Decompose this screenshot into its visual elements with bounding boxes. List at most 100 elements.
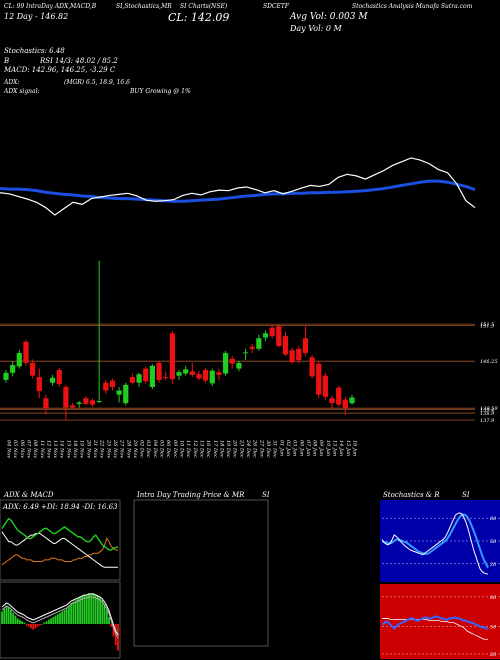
macd-bar [63, 610, 66, 624]
macd-bar [74, 600, 77, 624]
macd-bar [70, 603, 73, 624]
date-tick-label: 25 Nov [105, 439, 111, 458]
candle-body [349, 397, 355, 404]
candle-body [129, 377, 136, 383]
candle-body [342, 399, 348, 409]
intraday-panel: Intra Day Trading Price & MR SI [133, 491, 270, 647]
macd-bar [97, 596, 99, 624]
candle-body [203, 370, 209, 381]
macd-bar [30, 624, 32, 629]
header-title-5: Stochastics Analysis Munafa Sutra.com [352, 3, 473, 10]
candle-body [222, 353, 229, 374]
date-tick-label: 26 Nov [112, 439, 118, 458]
header-title-2: SI,Stochastics,MR [116, 3, 172, 10]
rsi-line [381, 615, 489, 630]
date-tick-label: 13 Nov [52, 440, 58, 458]
candle-body [242, 352, 249, 354]
date-tick-label: 02 Dec [139, 440, 145, 458]
candle-body [3, 372, 9, 380]
macd-bar [36, 624, 39, 627]
date-tick-label: 15 Jan [345, 440, 351, 456]
date-tick-label: 08 Nov [32, 440, 38, 458]
intraday-si: SI [262, 491, 270, 499]
date-tick-label: 06 Jan [298, 440, 304, 456]
candle-body [136, 374, 142, 383]
candle-body [16, 353, 22, 367]
macd-bar [1, 611, 3, 624]
date-tick-label: 11 Nov [39, 440, 45, 458]
macd-bar [23, 622, 26, 624]
price-tick-label: 151.5 [480, 322, 494, 328]
macd-bar [7, 607, 10, 624]
macd-bar [18, 619, 21, 624]
candle-body [23, 341, 29, 363]
stoch-tick-label: 50 [490, 539, 497, 545]
date-tick-label: 29 Nov [132, 439, 138, 458]
stoch-si: SI [462, 491, 470, 499]
stoch-tick-label: 20 [489, 562, 497, 568]
date-tick-label: 15 Nov [65, 440, 71, 458]
macd-bar [65, 608, 68, 624]
adx-lines [1, 517, 119, 568]
macd-bar [3, 608, 6, 624]
candle-body [276, 326, 282, 346]
adx-box-readout: ADX: 6.49 +DI: 18.94 -DI: 16.63 [2, 503, 118, 511]
date-tick-label: 30 Dec [265, 440, 271, 458]
macd-bar [43, 622, 46, 624]
adx-macd-panel: ADX & MACD ADX: 6.49 +DI: 18.94 -DI: 16.… [0, 491, 121, 659]
rsi-tick-label: 20 [489, 652, 497, 658]
macd-bar [45, 621, 48, 624]
intraday-title: Intra Day Trading Price & MR [136, 491, 245, 499]
adx-line [1, 531, 119, 568]
date-tick-label: 16 Jan [352, 440, 358, 456]
macd-bar [79, 597, 81, 624]
date-tick-label: 26 Dec [252, 439, 258, 458]
macd-bar [112, 624, 115, 637]
candle-body [216, 372, 222, 375]
candle-body [302, 338, 309, 354]
macd-bar [103, 604, 106, 624]
candle-body [69, 405, 76, 408]
header: CL: 99 IntraDay ADX,MACD,B SI,Stochastic… [3, 3, 473, 95]
candle-body [336, 387, 342, 405]
candle-body [183, 369, 189, 374]
stoch-rsi-panel: Stochastics & R SI 80 50 20 80 50 20 [380, 491, 500, 659]
date-tick-label: 03 Jan [292, 440, 298, 456]
date-tick-label: 18 Nov [72, 440, 78, 458]
candle-body [123, 384, 129, 404]
date-tick-label: 07 Nov [25, 440, 31, 458]
macd-bar [72, 601, 75, 624]
header-12day: 12 Day - 146.82 [4, 12, 68, 21]
candle-body [56, 370, 62, 385]
candle-body [36, 377, 42, 392]
candle-body [96, 401, 102, 403]
price-gridlines [0, 323, 475, 421]
date-tick-label: 04 Nov [6, 440, 12, 458]
macd-bar [83, 594, 86, 624]
candle-body [63, 386, 69, 408]
date-tick-label: 13 Jan [332, 440, 338, 456]
rsi-bullet: B [3, 57, 9, 65]
date-tick-label: 04 Dec [152, 440, 158, 458]
candle-body [309, 357, 315, 377]
candle-body [109, 380, 116, 387]
date-tick-label: 22 Nov [99, 439, 105, 458]
date-tick-label: 18 Dec [218, 440, 224, 458]
rsi-lines: 80 50 20 [381, 595, 500, 658]
candle-body [249, 346, 255, 349]
header-title-3: SI Charts(NSE) [180, 3, 228, 10]
mrsi-line [382, 618, 488, 640]
date-tick-label: 12 Nov [45, 440, 51, 458]
candle-body [30, 362, 36, 376]
macd-bar [81, 596, 84, 624]
date-tick-label: 20 Dec [232, 439, 238, 458]
candle-body [116, 390, 122, 395]
macd-bar [5, 605, 8, 624]
candle-body [143, 368, 149, 382]
macd-bar [50, 618, 52, 624]
rsi-box [380, 584, 500, 659]
pdi-line [1, 517, 119, 551]
intraday-box [133, 499, 269, 647]
macd-readout: MACD: 142.96, 146.25, -3.29 C [3, 66, 116, 74]
